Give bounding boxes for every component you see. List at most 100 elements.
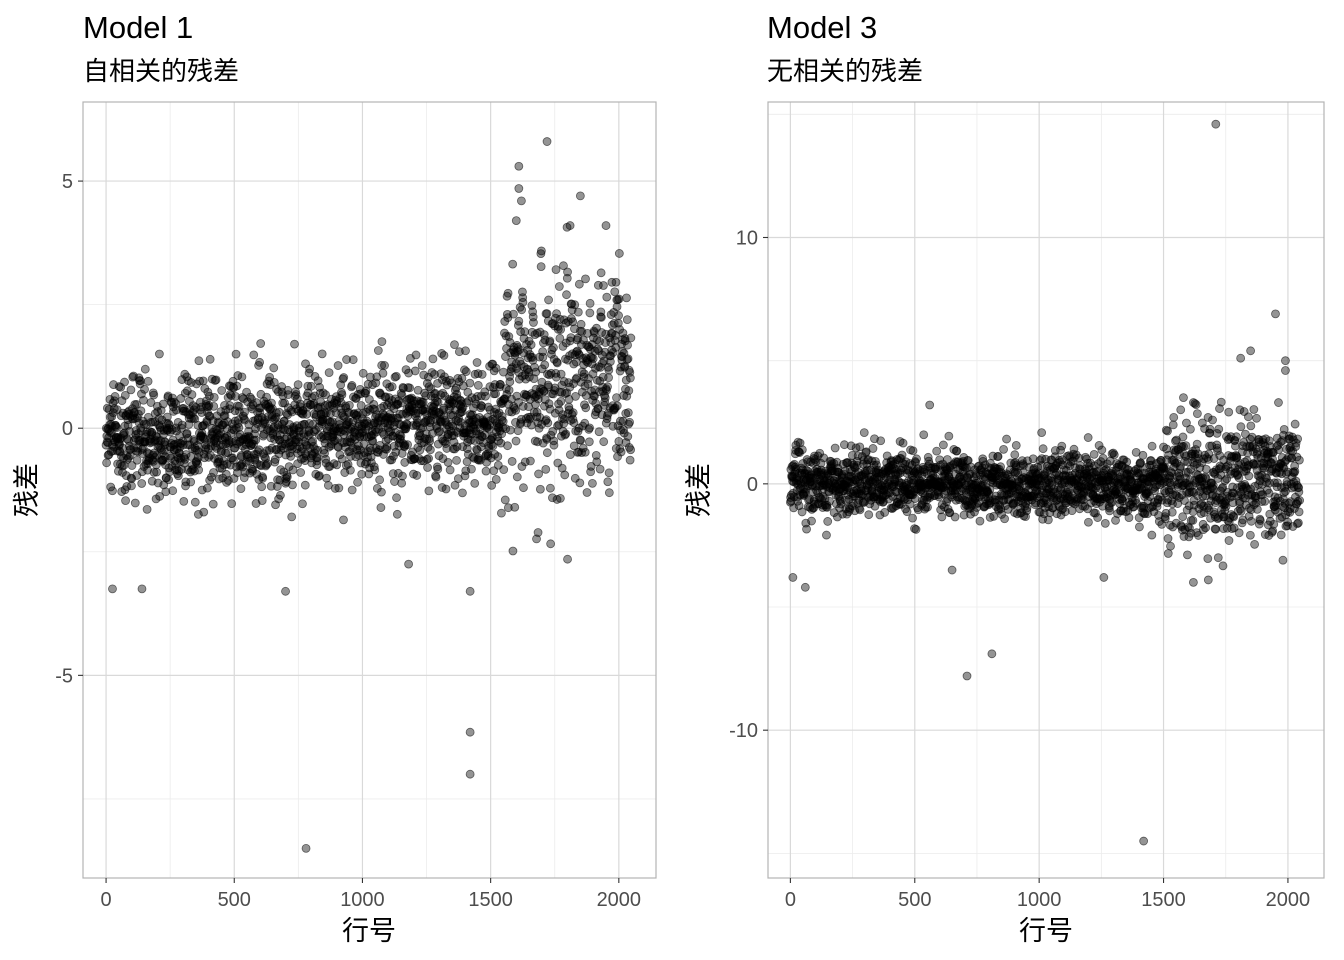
data-point <box>171 399 181 409</box>
data-point <box>411 350 421 360</box>
data-point <box>1084 517 1093 527</box>
data-point <box>520 327 530 337</box>
data-point <box>604 365 614 375</box>
outlier-point <box>465 727 475 737</box>
data-point <box>1293 518 1303 528</box>
data-point <box>1163 534 1173 543</box>
data-point <box>108 486 117 496</box>
data-point <box>237 372 247 382</box>
data-point <box>1011 440 1021 450</box>
data-point <box>417 361 427 370</box>
data-point <box>110 392 120 401</box>
data-point <box>1000 514 1009 524</box>
data-point <box>500 495 510 505</box>
outlier-point <box>987 649 997 659</box>
data-point <box>472 358 482 367</box>
outlier-point <box>1211 119 1221 129</box>
data-point <box>382 442 392 452</box>
data-point <box>387 382 397 392</box>
outlier-point <box>1278 555 1288 565</box>
data-point <box>137 467 147 477</box>
data-point <box>544 295 553 305</box>
outlier-point <box>465 769 475 779</box>
data-point <box>823 517 833 526</box>
data-point <box>337 390 347 400</box>
data-point <box>149 390 159 400</box>
data-point <box>561 429 571 439</box>
data-point <box>508 259 518 269</box>
data-point <box>424 486 434 496</box>
x-tick-label: 500 <box>898 889 931 911</box>
data-point <box>623 408 633 418</box>
data-point <box>1260 496 1270 506</box>
data-point <box>269 377 279 387</box>
data-point <box>186 477 196 487</box>
data-point <box>353 477 362 487</box>
data-point <box>493 452 503 461</box>
data-point <box>231 349 241 359</box>
data-point <box>603 477 613 487</box>
data-point <box>345 465 355 475</box>
outlier-point <box>1099 573 1109 582</box>
data-point <box>534 469 543 479</box>
data-point <box>339 515 348 525</box>
data-point <box>249 350 259 360</box>
outlier-point <box>514 161 524 171</box>
data-point <box>262 392 271 402</box>
data-point <box>439 350 449 360</box>
data-point <box>261 460 271 470</box>
data-point <box>347 381 357 390</box>
data-point <box>177 420 187 430</box>
data-point <box>194 356 204 366</box>
data-point <box>1107 498 1117 507</box>
data-point <box>222 459 232 469</box>
data-point <box>154 349 164 359</box>
data-point <box>565 450 575 459</box>
data-point <box>1255 516 1265 525</box>
data-point <box>1295 496 1305 505</box>
data-point <box>155 491 165 501</box>
data-point <box>491 474 501 484</box>
data-point <box>473 381 483 390</box>
data-point <box>623 340 632 350</box>
x-tick-label: 500 <box>218 889 251 911</box>
data-point <box>425 445 435 455</box>
data-point <box>257 482 267 492</box>
data-point <box>537 246 546 256</box>
data-point <box>236 484 246 494</box>
data-point <box>1093 513 1103 522</box>
data-point <box>348 355 358 365</box>
data-point <box>993 451 1003 461</box>
data-point <box>938 440 948 450</box>
y-tick-label: -5 <box>55 665 73 687</box>
y-axis-title: 残差 <box>12 463 42 517</box>
data-point <box>190 497 200 507</box>
data-point <box>187 390 197 399</box>
data-point <box>594 427 604 437</box>
data-point <box>1181 441 1191 451</box>
data-point <box>556 325 566 334</box>
outlier-point <box>1189 398 1198 407</box>
data-point <box>585 298 595 308</box>
data-point <box>505 425 515 435</box>
data-point <box>546 539 556 549</box>
data-point <box>1269 519 1279 529</box>
x-tick-label: 2000 <box>597 889 642 911</box>
data-point <box>1183 550 1192 560</box>
data-point <box>576 435 586 445</box>
data-point <box>324 368 334 378</box>
data-point <box>588 478 597 488</box>
panel-subtitle: 自相关的残差 <box>83 56 239 86</box>
data-point <box>127 461 137 470</box>
data-point <box>1232 432 1241 442</box>
data-point <box>227 499 237 509</box>
data-point <box>445 465 455 475</box>
data-point <box>1245 530 1255 540</box>
data-point <box>140 364 150 374</box>
data-point <box>377 487 386 497</box>
data-point <box>1250 539 1259 549</box>
outlier-point <box>1271 309 1280 319</box>
data-point <box>910 494 920 503</box>
data-point <box>612 393 621 403</box>
data-point <box>441 484 451 494</box>
